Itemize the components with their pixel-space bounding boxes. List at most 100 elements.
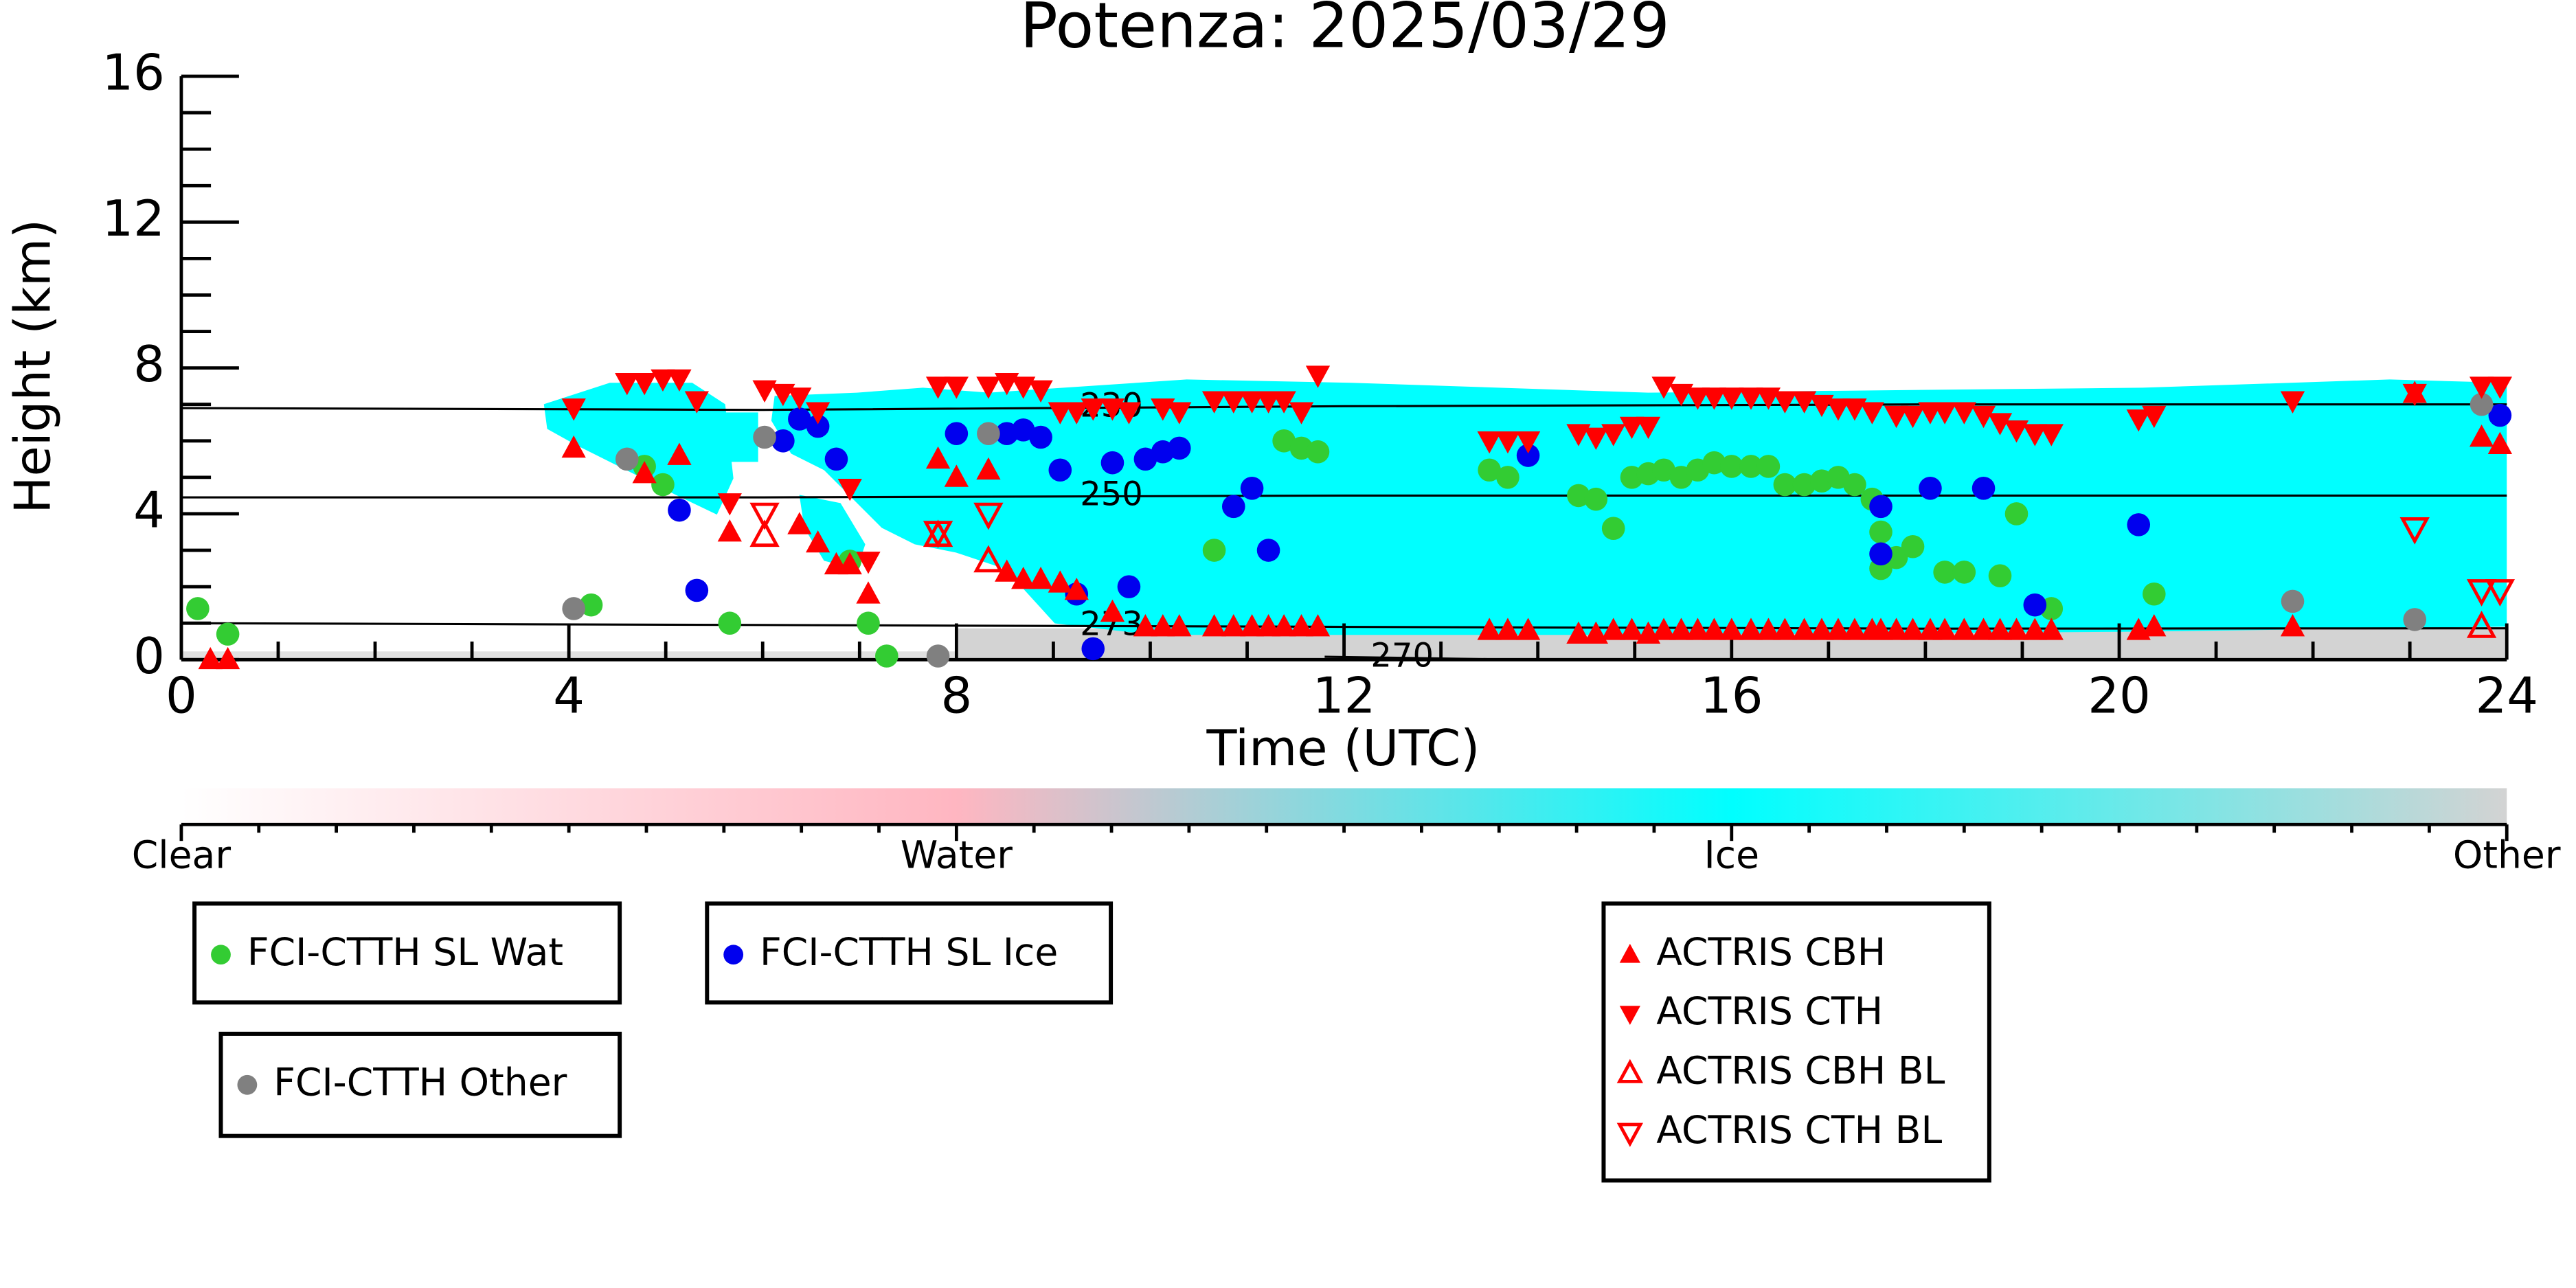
data-point — [1868, 618, 1893, 640]
data-point — [1809, 618, 1834, 640]
data-point — [685, 578, 709, 602]
data-point — [2403, 608, 2427, 631]
data-point — [1842, 398, 1867, 421]
data-point — [1826, 618, 1851, 640]
data-point — [1792, 618, 1817, 640]
x-tick-label: 8 — [940, 666, 972, 724]
data-point — [1636, 416, 1661, 440]
data-point — [1566, 424, 1591, 447]
data-point — [2127, 513, 2151, 536]
data-point — [1151, 614, 1175, 637]
ice-area — [771, 379, 2507, 635]
data-point — [717, 519, 742, 542]
data-point — [1651, 376, 1676, 399]
data-point — [2488, 403, 2512, 427]
data-point — [752, 380, 777, 403]
data-point — [668, 498, 691, 522]
legend-marker — [1619, 1006, 1640, 1025]
legend-marker — [1616, 1059, 1643, 1083]
data-point — [1702, 387, 1727, 410]
data-point — [2470, 392, 2494, 416]
data-point — [2402, 383, 2427, 407]
data-point — [1739, 455, 1763, 478]
data-point — [1739, 387, 1763, 410]
data-point — [1702, 451, 1726, 475]
data-point — [1256, 391, 1281, 414]
data-point — [788, 407, 811, 431]
data-point — [2039, 618, 2064, 640]
data-point — [1685, 387, 1710, 410]
data-point — [1719, 387, 1744, 410]
data-point — [1843, 473, 1866, 497]
y-tick-label: 0 — [133, 627, 165, 685]
data-point — [2023, 593, 2047, 617]
data-point — [2487, 431, 2512, 454]
data-point — [1619, 618, 1645, 640]
data-point — [2469, 376, 2494, 399]
data-point — [579, 593, 603, 617]
data-point — [1028, 567, 1053, 589]
data-point — [1516, 444, 1540, 467]
data-point — [1305, 614, 1331, 637]
data-point — [1477, 431, 1502, 454]
legend-box — [192, 901, 622, 1005]
data-point — [1496, 466, 1519, 489]
data-point — [1167, 614, 1192, 637]
data-point — [1256, 614, 1281, 637]
data-point — [1756, 618, 1781, 640]
data-point — [1202, 539, 1226, 562]
data-point — [1201, 391, 1227, 414]
data-point — [1601, 424, 1626, 447]
data-point — [2142, 614, 2167, 637]
data-point — [837, 478, 862, 501]
legend-marker — [723, 945, 744, 965]
data-point — [856, 552, 881, 574]
y-tick-label: 16 — [102, 43, 165, 101]
data-point — [1239, 614, 1265, 637]
data-point — [2004, 502, 2029, 526]
data-point — [1221, 391, 1246, 414]
data-point — [1685, 618, 1710, 640]
legend: FCI-CTTH Other — [218, 1031, 622, 1138]
data-point — [1256, 539, 1280, 562]
colorbar-label: Other — [2453, 833, 2561, 877]
data-point — [1869, 520, 1893, 544]
data-point — [856, 581, 881, 604]
data-point — [1495, 618, 1520, 640]
data-point — [1495, 431, 1520, 454]
data-point — [749, 502, 780, 530]
data-point — [1011, 418, 1035, 442]
data-point — [1669, 618, 1694, 640]
data-point — [2280, 614, 2305, 637]
data-point — [1272, 391, 1296, 414]
data-point — [2142, 405, 2167, 429]
data-point — [1584, 487, 1608, 511]
data-point — [1619, 416, 1645, 440]
data-point — [2126, 409, 2151, 432]
y-tick-label: 12 — [102, 190, 165, 247]
data-point — [806, 530, 831, 553]
data-point — [1239, 391, 1265, 414]
data-point — [1289, 402, 1314, 425]
data-point — [976, 376, 1001, 399]
data-point — [1478, 458, 1501, 482]
contour-label: 270 — [1370, 637, 1434, 675]
data-point — [787, 387, 812, 410]
data-point — [1884, 405, 1909, 429]
data-point — [1289, 614, 1314, 637]
colorbar-label: Water — [901, 833, 1013, 877]
data-point — [1987, 618, 2013, 640]
y-tick-label: 8 — [133, 335, 165, 393]
data-point — [2281, 589, 2305, 613]
data-point — [1900, 405, 1925, 429]
ice-area — [543, 383, 734, 515]
legend-label: FCI-CTTH Other — [273, 1061, 567, 1105]
data-point — [1583, 427, 1608, 450]
legend-marker — [211, 945, 231, 965]
data-point — [1971, 618, 1996, 640]
data-point — [561, 398, 586, 421]
x-tick-label: 4 — [553, 666, 585, 724]
data-point — [1932, 618, 1957, 640]
